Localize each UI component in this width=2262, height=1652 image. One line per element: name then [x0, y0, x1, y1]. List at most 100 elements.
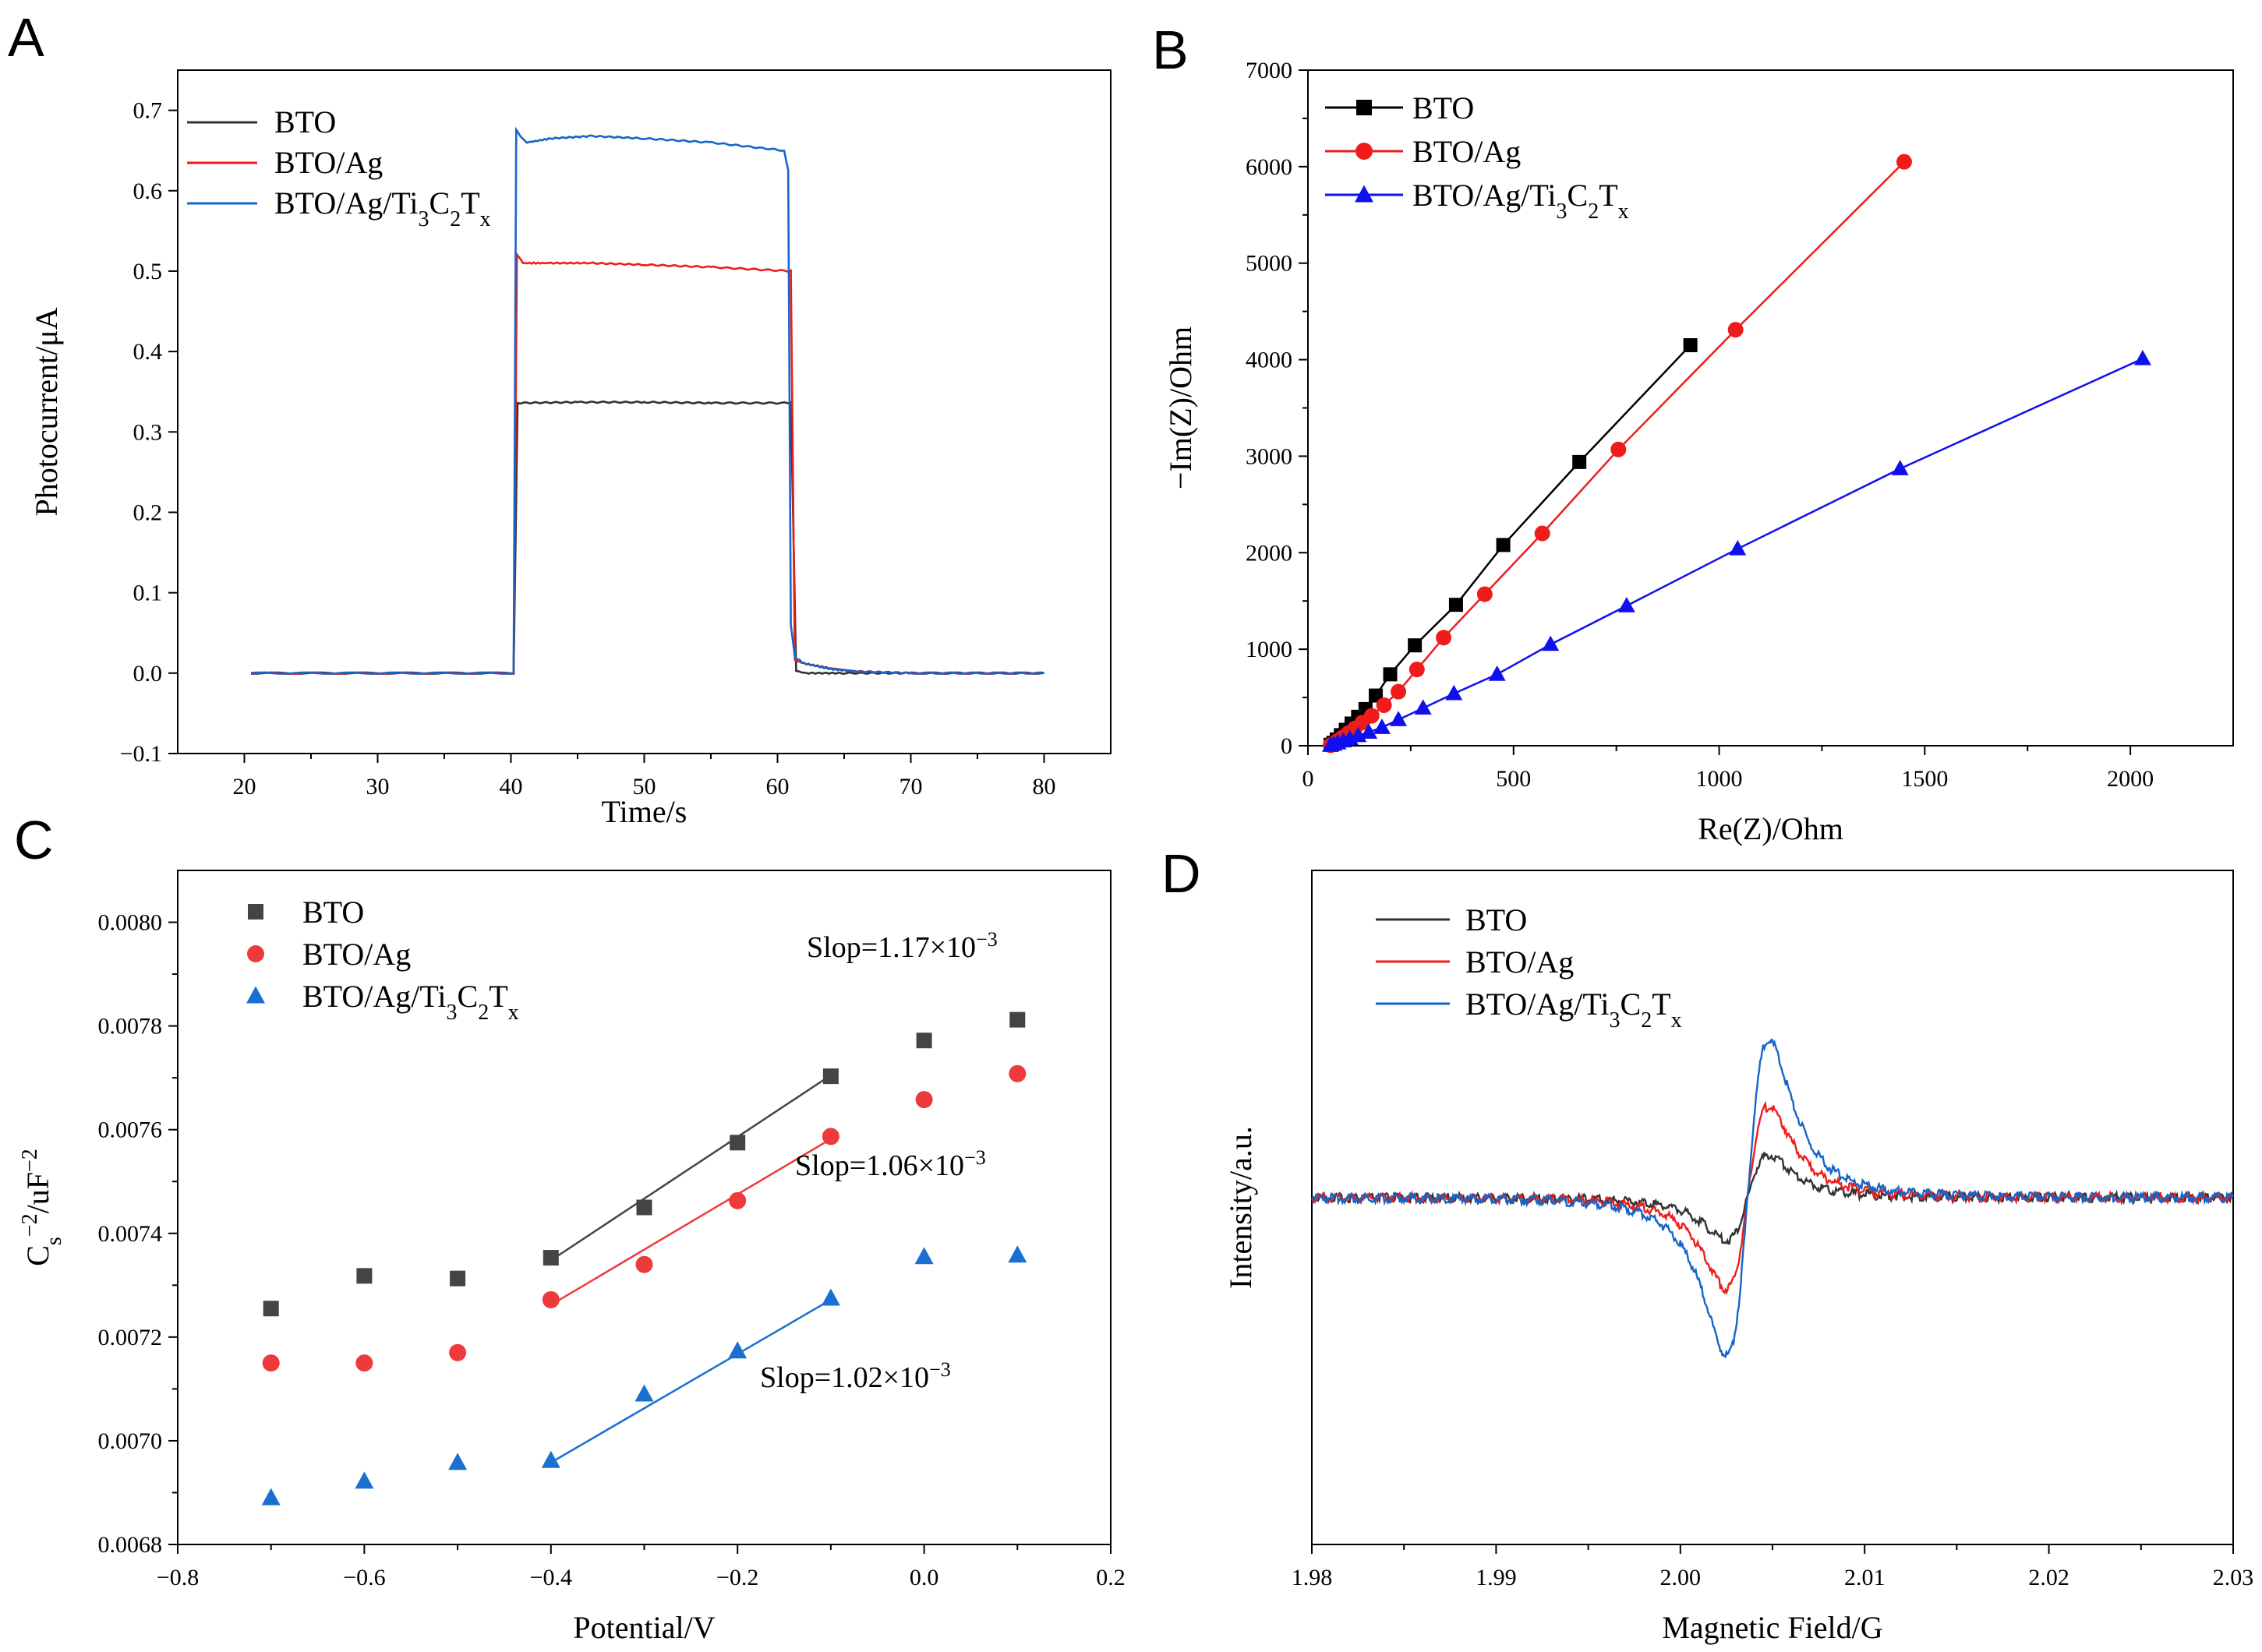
fit-line-bto-ag-ti3c2tx [550, 1298, 832, 1463]
legend-text-part: BTO/Ag/Ti [1465, 987, 1610, 1022]
legend-text-part: C [1621, 987, 1642, 1022]
data-point-bto-ag-ti3c2tx [355, 1471, 374, 1489]
legend-text-part: BTO/Ag/Ti [1412, 178, 1557, 213]
y-axis-title-rest: /uF [20, 1172, 55, 1213]
y-axis-title-main: C [20, 1245, 55, 1266]
legend-text-part: T [1652, 987, 1670, 1022]
y-tick-label: 0.0080 [98, 910, 163, 936]
legend-text-part: T [1599, 178, 1617, 213]
data-point-bto-ag-ti3c2tx [634, 1384, 654, 1402]
data-point-bto-ag [822, 1128, 839, 1145]
y-axis-title: Cs−2/uF−2 [18, 1149, 66, 1266]
slope-annotation-text: Slop=1.06×10 [795, 1149, 964, 1182]
chart-panel-d: 1.98 1.99 2.00 2.01 2.02 2.03 Magnetic Field/G… [1223, 870, 2253, 1645]
data-point-bto [1009, 1011, 1026, 1028]
data-point-bto-ag [1408, 662, 1425, 678]
y-tick-label: 0.0074 [98, 1221, 163, 1247]
panel-letter-b: B [1152, 19, 1189, 80]
legend-label-bto-ag-ti3c2tx: BTO/Ag/Ti3C2Tx [1465, 987, 1682, 1032]
panel-letter-a: A [8, 7, 44, 68]
data-point-bto-ag [729, 1191, 747, 1209]
x-tick-label: −0.8 [157, 1565, 199, 1590]
x-tick-label: −0.6 [343, 1565, 385, 1590]
data-point-bto [1572, 454, 1587, 469]
data-point-bto-ag-ti3c2tx [1008, 1245, 1027, 1263]
data-point-bto-ag [1727, 322, 1744, 338]
legend-subscript: 3 [419, 207, 429, 231]
data-point-bto-ag [1436, 630, 1452, 646]
data-point-bto-ag [1376, 697, 1392, 713]
panel-letter-d: D [1161, 843, 1201, 904]
data-point-bto-ag-ti3c2tx [448, 1453, 468, 1470]
y-tick-label: 0.0068 [98, 1532, 163, 1558]
series-line-bto-ag [251, 251, 1044, 675]
fit-line-bto [550, 1074, 832, 1262]
legend-label-bto: BTO [274, 104, 336, 139]
slope-annotation: Slop=1.17×10−3 [807, 928, 998, 965]
x-tick-label: 1.98 [1292, 1565, 1333, 1590]
y-tick-label: 0.0078 [98, 1014, 163, 1040]
legend-label-bto-ag-ti3c2tx: BTO/Ag/Ti3C2Tx [1412, 178, 1629, 224]
y-tick-label: 7000 [1246, 58, 1292, 83]
x-tick-label: 30 [366, 774, 390, 800]
data-point-bto [1496, 538, 1511, 552]
data-point-bto-ag [915, 1091, 933, 1109]
data-point-bto [543, 1250, 559, 1266]
data-point-bto-ag-ti3c2tx [1445, 684, 1463, 701]
plot-frame [1311, 870, 2234, 1545]
y-tick-label: 0.4 [133, 339, 163, 365]
y-tick-label: 4000 [1246, 348, 1292, 373]
x-tick-label: 2.01 [1844, 1565, 1886, 1590]
data-point-bto-ag-ti3c2tx [1373, 718, 1391, 734]
data-point-bto-ag-ti3c2tx [2133, 349, 2151, 365]
y-tick-label: 0 [1281, 733, 1292, 759]
x-axis-title: Time/s [602, 794, 687, 829]
x-tick-label: 1000 [1696, 766, 1743, 792]
legend-text-part: T [461, 185, 479, 221]
x-tick-label: −0.4 [530, 1565, 572, 1590]
data-point-bto-ag [1896, 154, 1912, 170]
x-tick-label: 80 [1033, 774, 1056, 800]
legend-label-bto: BTO [1412, 90, 1474, 125]
legend-text-part: T [489, 979, 507, 1014]
legend-marker-bto-ag [1355, 143, 1373, 160]
data-point-bto-ag [449, 1343, 467, 1361]
y-tick-label: 0.0076 [98, 1117, 163, 1143]
y-tick-label: 0.1 [133, 581, 163, 606]
series-line-bto-ag-ti3c2tx [251, 126, 1044, 675]
data-point-bto [636, 1199, 652, 1216]
x-tick-label: 2000 [2107, 766, 2154, 792]
slope-annotation-exp: −3 [976, 928, 998, 951]
slope-annotation-exp: −3 [929, 1358, 951, 1381]
legend-subscript: 2 [1641, 1008, 1652, 1032]
data-point-bto-ag [1009, 1064, 1027, 1082]
data-point-bto-ag-ti3c2tx [1414, 699, 1432, 715]
x-tick-label: 0.2 [1096, 1565, 1126, 1590]
y-tick-label: 0.0072 [98, 1325, 163, 1350]
x-axis-title: Potential/V [573, 1610, 715, 1645]
y-tick-label: −0.1 [120, 741, 162, 767]
data-point-bto-ag-ti3c2tx [914, 1247, 934, 1265]
data-point-bto-ag-ti3c2tx [728, 1341, 748, 1359]
data-point-bto [1408, 638, 1423, 653]
legend-label-bto-ag: BTO/Ag [302, 937, 411, 972]
data-point-bto-ag [355, 1354, 373, 1372]
y-tick-label: 2000 [1246, 540, 1292, 566]
data-point-bto-ag [1610, 441, 1627, 457]
data-point-bto-ag-ti3c2tx [261, 1488, 281, 1506]
slope-annotation-exp: −3 [964, 1146, 986, 1169]
y-tick-label: 3000 [1246, 443, 1292, 469]
x-tick-label: 1.99 [1476, 1565, 1517, 1590]
data-point-bto-ag [1363, 708, 1380, 724]
series-line-bto-ag-ti3c2tx [1311, 1038, 2235, 1359]
data-point-bto [1383, 667, 1398, 682]
fit-line-bto-ag [550, 1138, 832, 1306]
legend-subscript: 3 [447, 1001, 458, 1025]
legend-marker-bto-ag-ti3c2tx [1355, 185, 1373, 203]
y-tick-label: 0.2 [133, 499, 163, 525]
data-point-bto-ag [1534, 525, 1550, 542]
legend-subscript: 2 [450, 207, 461, 231]
legend-subscript: x [1618, 199, 1629, 224]
legend-text-part: C [458, 979, 479, 1014]
